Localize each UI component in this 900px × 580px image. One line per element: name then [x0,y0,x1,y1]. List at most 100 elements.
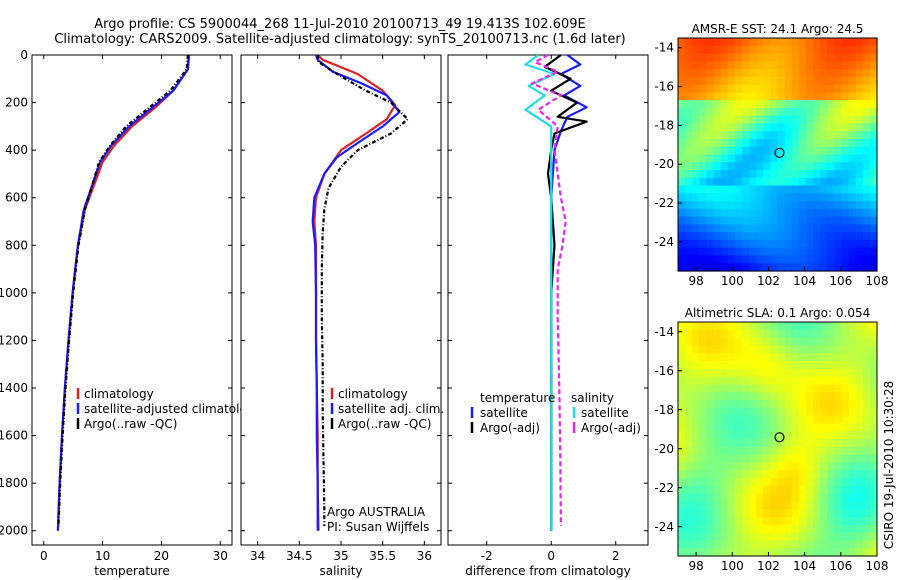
panel-sst-cell [798,224,807,233]
panel-sla-cell [749,407,757,417]
panel-sst-cell [699,232,708,241]
panel-sla-cell [841,337,850,346]
panel-sst-cell [827,185,835,194]
panel-sst-cell [720,177,729,187]
panel-sla-cell [862,353,871,362]
panel-sst-cell [763,255,771,264]
panel-sla-cell [777,478,786,487]
panel-sst-cell [777,201,786,210]
panel-sla-cell [784,509,793,518]
panel-sst-cell [720,216,729,225]
panel-sla-cell [784,384,793,393]
panel-sla-cell [706,501,715,510]
panel-sla-cell [862,517,871,526]
panel-sst-cell [756,232,764,241]
panel-sla-cell [756,517,764,526]
panel-sla-cell [699,439,708,448]
panel-sst-cell [834,146,843,156]
panel-sla-cell [827,446,835,456]
panel-sst-cell [706,185,715,194]
panel-sst-cell [798,185,807,194]
panel-sst-cell [713,247,722,257]
panel-sst-cell [713,115,722,125]
panel-sst-cell [678,185,686,194]
panel-sla-cell [862,524,871,534]
panel-sst-cell [706,216,715,225]
panel-sla-cell [813,423,821,432]
panel-sst-cell [734,239,743,249]
panel-sst-cell [855,154,864,163]
panel-sst-cell [834,185,843,194]
panel-sla-cell [834,361,843,370]
panel-sst-cell [805,193,814,202]
panel-sla-cell [827,485,835,495]
panel-sst-cell [805,154,814,163]
panel-sst-cell [834,45,843,55]
panel-sst-cell [699,247,708,257]
panel-sla-cell [784,540,793,549]
panel-sst-cell [827,201,835,210]
panel-sla-cell [678,462,686,471]
panel-sst-cell [741,201,750,210]
panel-sst-cell [763,162,771,171]
panel-sla-cell [749,532,757,541]
panel-sst-cell [798,216,807,225]
panel-sst-cell [720,247,729,257]
panel-sla-cell [827,532,835,541]
diff-legend-salinity-heading: salinity [571,391,614,405]
panel-sst-cell [798,115,807,125]
panel-sla-cell [848,353,857,362]
panel-sst-cell [862,162,871,171]
panel-sla-cell [777,431,786,440]
panel-sla-cell [813,376,821,385]
panel-sst-cell [734,69,743,78]
panel-sst-cell [848,123,857,132]
panel-sla-cell [720,368,729,378]
panel-sst-cell [692,239,700,249]
panel-sla-cell [848,431,857,440]
panel-sst-cell [727,123,736,132]
panel-sla-cell [678,431,686,440]
panel-sla-cell [713,493,722,502]
panel-sst-cell [678,154,686,163]
panel-sst-cell [834,263,843,272]
panel-sst-cell [741,255,750,264]
panel-sla-cell [770,454,779,463]
salinity-legend-label: Argo(..raw -QC) [338,417,431,431]
panel-sst-cell [770,170,779,179]
panel-sla-cell [869,501,878,510]
panel-sst-cell [685,263,693,272]
panel-sst-cell [862,208,871,218]
panel-sla-cell [706,509,715,518]
panel-sst-cell [685,100,693,109]
panel-sst-cell [862,100,871,109]
panel-sla-x-tick-label: 104 [793,559,816,573]
panel-sla-cell [827,361,835,370]
panel-sla-cell [749,439,757,448]
panel-sla-cell [855,407,864,417]
panel-sla-cell [820,548,828,557]
panel-sla-cell [777,439,786,448]
panel-sst-cell [706,84,715,93]
panel-sla-cell [727,407,736,417]
panel-sst-cell [685,107,693,117]
panel-sla-cell [805,446,814,456]
panel-sla-cell [869,384,878,393]
panel-sla-cell [763,345,771,354]
panel-sla-cell [713,454,722,463]
panel-sst-cell [820,224,828,233]
panel-sst-cell [820,193,828,202]
panel-sst-cell [685,115,693,125]
panel-sst-cell [834,138,843,148]
panel-sst-cell [841,255,850,264]
panel-sla-cell [834,322,843,331]
panel-sst-cell [699,123,708,132]
panel-sst-cell [784,193,793,202]
panel-sla-cell [848,337,857,346]
panel-sst-cell [855,239,864,249]
panel-sla-cell [805,439,814,448]
panel-sla-cell [699,446,708,456]
panel-sst-cell [784,100,793,109]
panel-sla-cell [692,462,700,471]
panel-sst-cell [855,216,864,225]
